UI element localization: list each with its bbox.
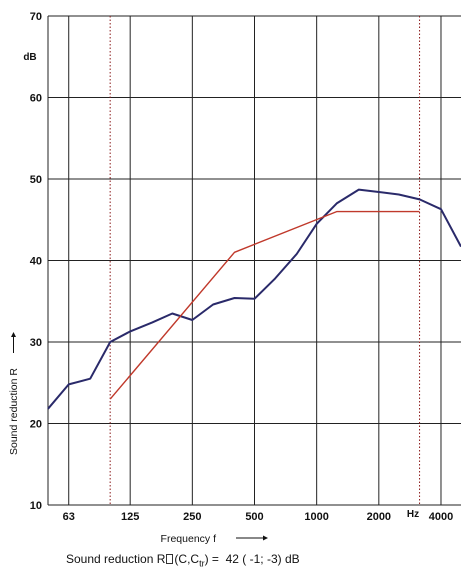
y-tick-labels: 10 20 30 40 50 60 70	[30, 11, 42, 512]
grid	[47, 15, 461, 506]
y-tick-label: 50	[30, 174, 42, 186]
y-tick-label: 60	[30, 93, 42, 105]
caption-close: ) =	[204, 552, 219, 566]
y-axis-label: Sound reduction R	[8, 368, 20, 455]
x-tick-labels: 63 125 250 500 1000 2000 4000	[63, 511, 454, 523]
x-axis-label: Frequency f	[161, 533, 217, 545]
x-unit-label: Hz	[407, 509, 419, 520]
x-tick-label: 2000	[367, 511, 391, 523]
caption-suffix: (C,C	[174, 552, 200, 566]
x-axis-arrow-head	[263, 535, 268, 541]
x-tick-label: 500	[245, 511, 263, 523]
x-tick-label: 250	[183, 511, 201, 523]
x-tick-label: 63	[63, 511, 75, 523]
x-tick-label: 1000	[304, 511, 328, 523]
series-lines	[47, 188, 461, 410]
y-unit-label: dB	[23, 52, 36, 63]
caption-prefix: Sound reduction R	[66, 552, 166, 566]
caption-symbol	[166, 554, 174, 564]
y-tick-label: 40	[30, 256, 42, 268]
y-tick-label: 20	[30, 419, 42, 431]
caption-value: 42 ( -1; -3) dB	[225, 552, 300, 566]
reference-curve-line	[109, 210, 420, 400]
y-tick-label: 10	[30, 500, 42, 512]
y-tick-label: 30	[30, 337, 42, 349]
y-axis-title: Sound reduction R	[8, 332, 20, 455]
caption-subscript: tr	[199, 558, 205, 569]
single-number-rating-caption: Sound reduction R (C,Ctr) = 42 ( -1; -3) …	[66, 552, 300, 568]
y-axis-arrow-head	[11, 332, 16, 337]
dotted-frequency-markers	[109, 16, 421, 505]
measured-curve-line	[47, 188, 461, 410]
x-tick-label: 125	[121, 511, 139, 523]
x-tick-label: 4000	[429, 511, 453, 523]
y-tick-label: 70	[30, 11, 42, 23]
